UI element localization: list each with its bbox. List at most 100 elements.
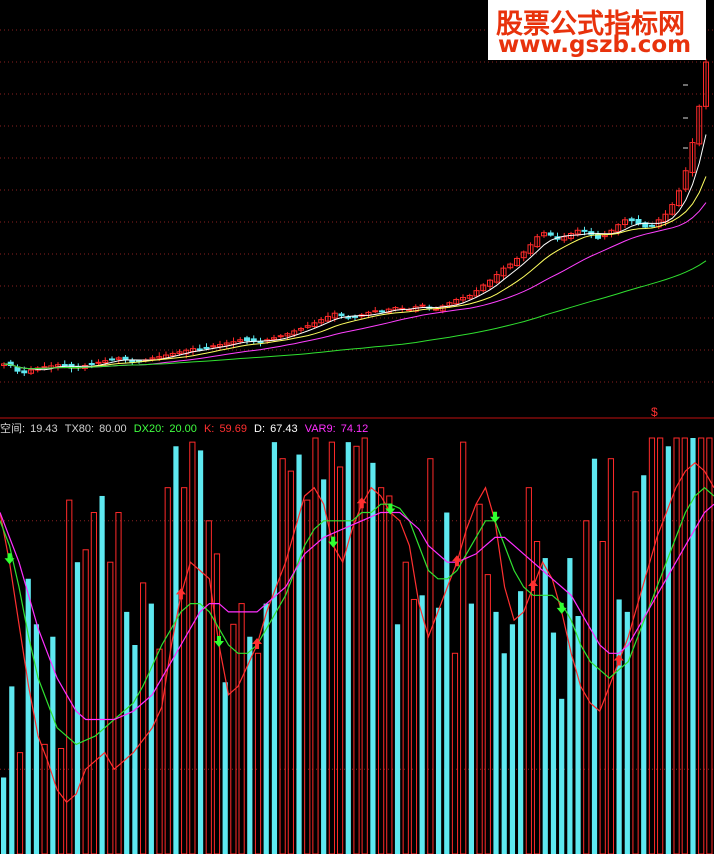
candle-body [561, 236, 568, 241]
sell-arrow-icon [213, 636, 224, 647]
candle-body [601, 234, 608, 238]
indicator-bar [632, 491, 639, 854]
indicator-bar [173, 446, 179, 854]
candle-body [534, 236, 541, 248]
indicator-bar [247, 636, 253, 854]
candle-body [487, 279, 493, 287]
candle-body [149, 357, 156, 360]
watermark-title: 股票公式指标网 [496, 9, 685, 40]
candle-body [284, 333, 291, 337]
indicator-bar [74, 562, 81, 854]
legend-k: K: 59.69 [203, 423, 247, 435]
candle-body [669, 204, 676, 215]
indicator-bar [648, 437, 656, 854]
indicator-bar [607, 458, 615, 854]
indicator-bar [518, 591, 524, 854]
candle-body [169, 352, 176, 357]
candle-body [338, 313, 345, 317]
candle-body [28, 369, 34, 374]
indicator-bar [361, 437, 368, 854]
indicator-bar [189, 441, 196, 854]
indicator-bar [57, 748, 65, 854]
buy-arrow-icon [356, 497, 367, 509]
watermark-logo: 股票公式指标网 www.gszb.com [488, 0, 706, 60]
ma-line-10 [3, 176, 707, 370]
candle-body [574, 229, 581, 235]
candle-body [14, 366, 21, 372]
indicator-bar [435, 607, 442, 854]
candle-body [676, 190, 682, 206]
candle-body [520, 251, 527, 259]
indicator-bar [641, 475, 647, 854]
signal-marker: $ [651, 405, 658, 419]
candle-body [466, 294, 473, 299]
indicator-bar [550, 632, 557, 854]
candle-body [311, 322, 318, 328]
indicator-bar [533, 541, 541, 854]
candle-body [622, 219, 628, 226]
candle-body [682, 170, 689, 190]
indicator-bar [386, 495, 393, 854]
candle-body [419, 304, 426, 307]
indicator-bar [624, 611, 630, 854]
indicator-bar [410, 598, 418, 854]
indicator-bar [132, 645, 138, 854]
indicator-bar [50, 636, 56, 854]
indicator-bar [41, 743, 48, 854]
candle-body [473, 290, 480, 297]
candle-body [480, 284, 487, 292]
indicator-bar [468, 603, 474, 854]
indicator-bar [312, 437, 319, 854]
candle-body [493, 274, 500, 283]
buy-arrow-icon [451, 555, 462, 567]
indicator-bar [197, 450, 204, 854]
candle-body [507, 263, 514, 269]
candle-body [628, 218, 635, 222]
line-var9 [0, 503, 714, 721]
candle-body [88, 363, 95, 366]
buy-arrow-icon [175, 588, 186, 600]
indicator-bar [345, 442, 351, 854]
sell-arrow-icon [556, 602, 567, 614]
candle-body [210, 345, 217, 348]
legend-var9: VAR9: 74.12 [304, 423, 369, 435]
candle-body [649, 224, 655, 227]
indicator-bar [493, 611, 499, 854]
candle-body [129, 360, 136, 363]
candle-body [291, 330, 298, 336]
indicator-bar [336, 466, 344, 854]
indicator-bar [394, 624, 401, 854]
legend-space: 空间: 19.43 [0, 423, 58, 435]
indicator-bar [124, 611, 130, 854]
candle-body [7, 361, 14, 367]
candle-body [500, 267, 507, 277]
indicator-bar [673, 437, 680, 854]
indicator-bar [9, 686, 15, 854]
candle-body [331, 312, 338, 319]
indicator-bar [66, 499, 73, 854]
indicator-bar [583, 520, 590, 854]
candle-body [115, 357, 122, 360]
watermark-url: www.gszb.com [498, 32, 692, 58]
indicator-bar [559, 698, 565, 854]
indicator-bar [254, 652, 262, 854]
indicator-bar [279, 458, 286, 854]
candle-body [95, 361, 102, 364]
indicator-bar [107, 561, 114, 854]
sell-arrow-icon [385, 503, 396, 515]
buy-arrow-icon [613, 654, 624, 666]
indicator-bar [681, 437, 688, 854]
sell-arrow-icon [490, 511, 501, 523]
candle-body [109, 358, 115, 361]
candle-body [541, 232, 547, 237]
candle-body [223, 342, 230, 346]
indicator-bar [370, 462, 376, 854]
candle-body [460, 297, 466, 301]
candle-body [547, 232, 554, 236]
indicator-bar [230, 623, 237, 854]
candle-body [237, 339, 244, 342]
indicator-bar [82, 549, 89, 854]
indicator-bar [271, 442, 278, 854]
